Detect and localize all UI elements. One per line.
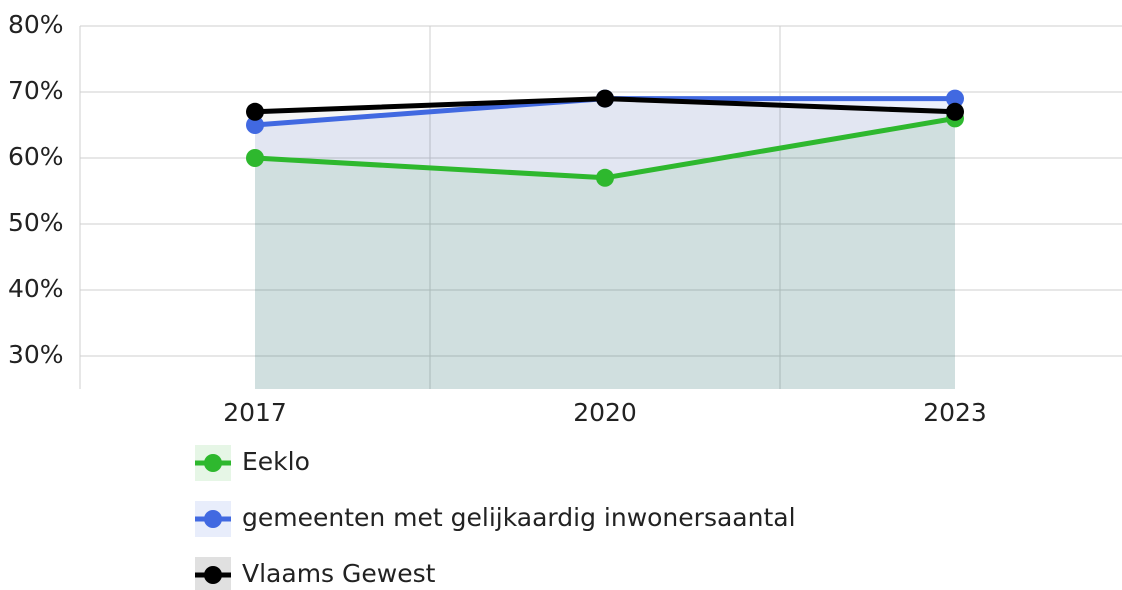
x-tick-label: 2017: [223, 398, 287, 427]
point: [946, 89, 964, 108]
legend-label: gemeenten met gelijkaardig inwonersaanta…: [242, 503, 796, 532]
y-tick-label: 30%: [8, 340, 64, 369]
point: [246, 149, 264, 167]
legend-label: Eeklo: [242, 447, 310, 476]
legend-dot: [204, 454, 222, 472]
y-tick-label: 80%: [8, 10, 64, 39]
legend-dot: [204, 510, 222, 528]
point: [946, 102, 964, 121]
y-tick-label: 50%: [8, 208, 64, 237]
point: [596, 168, 614, 187]
point: [246, 102, 264, 121]
legend-label: Vlaams Gewest: [242, 559, 436, 588]
legend-dot: [204, 566, 222, 584]
point: [246, 116, 264, 134]
y-tick-label: 60%: [8, 142, 64, 171]
y-tick-label: 70%: [8, 76, 64, 105]
point: [596, 89, 614, 108]
x-tick-label: 2023: [923, 398, 987, 427]
area: [255, 98, 955, 389]
area: [255, 98, 955, 389]
x-tick-label: 2020: [573, 398, 637, 427]
y-tick-label: 40%: [8, 274, 64, 303]
area: [255, 118, 955, 390]
